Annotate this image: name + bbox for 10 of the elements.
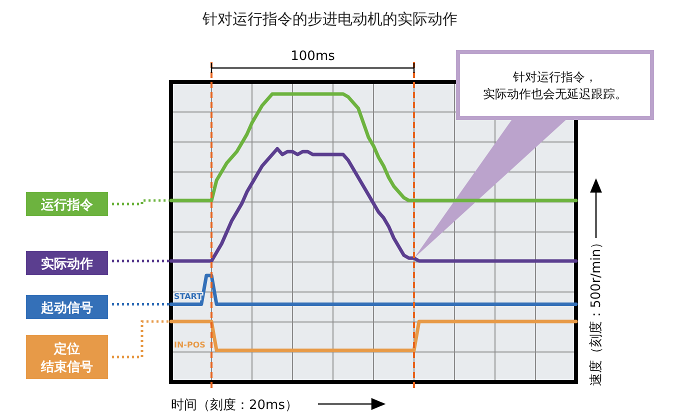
x-axis-title: 时间（刻度：20ms）	[171, 397, 298, 413]
text: 100ms	[290, 49, 336, 64]
legend-label: 起动信号	[40, 301, 93, 316]
legend-label: 实际动作	[41, 256, 93, 272]
annotation: IN-POS	[174, 340, 206, 350]
y-axis-title: 速度（刻度：500r/min）	[588, 236, 604, 386]
annotation: 针对运行指令，实际动作也会无延迟跟踪。	[483, 70, 627, 101]
chart-title: 针对运行指令的步进电动机的实际动作	[202, 10, 458, 28]
text: 定位结束信号	[40, 341, 93, 375]
legend-label: 运行指令	[40, 197, 94, 213]
